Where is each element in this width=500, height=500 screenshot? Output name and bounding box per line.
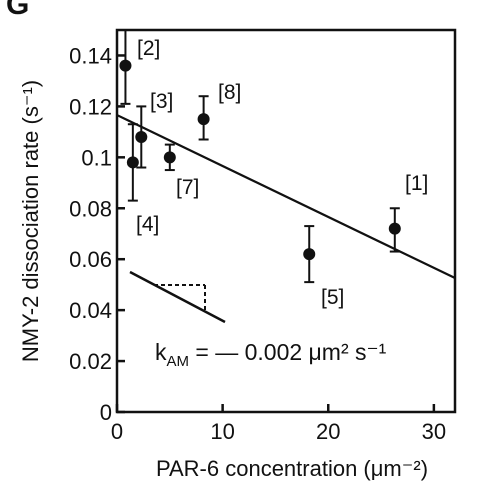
point-label: [1] [405,172,428,195]
y-tick-label: 0.1 [81,145,112,170]
fit-line [116,114,456,280]
data-point [119,59,132,72]
point-label: [2] [137,37,160,60]
data-point [135,130,148,143]
plot-area: [2] [3] [4] [7] [8] [5] [1] kAM = — 0.002 μm² … [116,29,456,370]
y-tick-label: 0.12 [69,94,112,119]
data-point [388,222,401,235]
slope-triangle [129,270,226,324]
point-label: [4] [136,213,159,236]
point-label: [3] [150,90,173,113]
y-tick-label: 0.04 [69,298,112,323]
data-point [163,151,176,164]
x-tick-label: 30 [422,419,446,444]
data-point [197,113,210,126]
slope-annotation-prefix: k [155,339,167,365]
x-axis-ticks: 0 10 20 30 [111,404,446,444]
y-axis-label: NMY-2 dissociation rate (s⁻¹) [18,80,43,362]
point-label: [5] [321,286,344,309]
slope-annotation-suffix: = — 0.002 μm² s⁻¹ [189,339,387,365]
plot-frame [115,28,457,414]
slope-annotation-subscript: AM [167,353,190,370]
data-point [126,156,139,169]
x-tick-label: 0 [111,419,123,444]
y-tick-label: 0 [100,400,112,425]
y-tick-label: 0.08 [69,196,112,221]
x-axis-label: PAR-6 concentration (μm⁻²) [156,456,428,481]
point-labels-layer: [2] [3] [4] [7] [8] [5] [1] [136,37,428,309]
slope-solid-line [129,270,226,324]
y-tick-label: 0.02 [69,349,112,374]
point-label: [7] [176,176,199,199]
y-axis-ticks: 0 0.02 0.04 0.06 0.08 0.1 0.12 0.14 [69,43,125,425]
data-point [303,248,316,261]
y-tick-label: 0.14 [69,43,112,68]
data-points-layer [119,29,401,284]
y-tick-label: 0.06 [69,247,112,272]
panel-letter: G [6,0,29,21]
point-label: [8] [218,81,241,104]
slope-annotation: kAM = — 0.002 μm² s⁻¹ [155,339,387,370]
x-tick-label: 10 [210,419,234,444]
x-tick-label: 20 [316,419,340,444]
